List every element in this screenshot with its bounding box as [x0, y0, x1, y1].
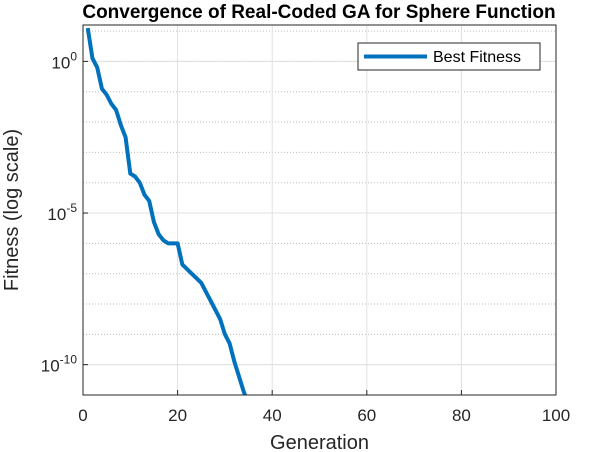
x-axis-label: Generation [270, 432, 369, 452]
x-tick-label: 0 [78, 406, 87, 425]
x-tick-label: 100 [542, 406, 570, 425]
y-tick-label: 100 [51, 49, 77, 72]
plot-area [83, 25, 556, 395]
legend: Best Fitness [357, 42, 541, 71]
x-tick-label: 80 [452, 406, 471, 425]
plot-frame [82, 24, 557, 396]
series-line [85, 27, 248, 395]
y-axis-ticks: 100 10-5 10-10 [41, 49, 88, 376]
y-tick-label: 10-5 [47, 201, 77, 224]
x-tick-label: 40 [263, 406, 282, 425]
x-tick-label: 60 [357, 406, 376, 425]
y-axis-label: Fitness (log scale) [1, 129, 23, 291]
y-tick-label: 10-10 [41, 353, 78, 376]
x-axis-ticks: 0 20 40 60 80 100 [78, 390, 570, 425]
data-series [85, 27, 248, 395]
x-tick-label: 20 [168, 406, 187, 425]
chart-title: Convergence of Real-Coded GA for Sphere … [82, 2, 555, 23]
legend-label: Best Fitness [433, 49, 521, 66]
